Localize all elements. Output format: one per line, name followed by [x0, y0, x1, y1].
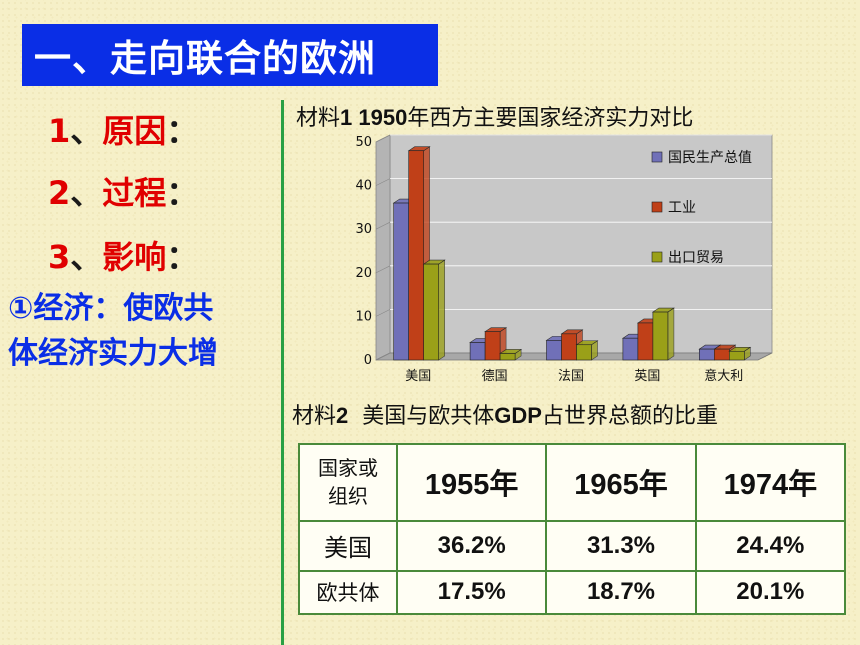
legend-label: 工业	[668, 200, 696, 216]
y-tick-label: 20	[355, 266, 372, 281]
outline-item-process: 2、过程：	[48, 168, 198, 214]
table-row: 欧共体 17.5% 18.7% 20.1%	[298, 569, 847, 616]
gridline-side	[375, 352, 391, 361]
bar	[637, 322, 654, 361]
x-tick-label: 英国	[634, 369, 660, 384]
bar	[423, 263, 439, 361]
table-row-label: 美国	[298, 519, 398, 572]
table-row-label: 欧共体	[298, 569, 398, 616]
divider-line	[281, 100, 284, 645]
legend-swatch	[651, 151, 663, 163]
bar	[728, 350, 745, 361]
table-year-header: 1965年	[545, 443, 697, 522]
table-cell: 31.3%	[545, 519, 697, 572]
bar	[652, 311, 669, 361]
effect-line-2: 体经济实力大增	[8, 336, 218, 371]
x-tick-label: 美国	[405, 369, 431, 384]
outline-separator: 、	[70, 174, 103, 212]
gridline-side	[375, 221, 391, 230]
gridline-side	[375, 134, 391, 143]
bar	[499, 353, 516, 361]
material-2-prefix: 材料	[292, 404, 337, 429]
table-cell: 20.1%	[694, 569, 847, 616]
outline-item-reason: 1、原因：	[48, 106, 198, 152]
outline-number: 2	[48, 174, 71, 212]
bar	[484, 331, 501, 361]
bar	[469, 342, 486, 361]
y-tick-label: 50	[355, 135, 372, 150]
corner-header-line-2: 组织	[328, 484, 368, 509]
legend-swatch	[651, 251, 663, 263]
outline-colon: ：	[166, 112, 199, 150]
bar	[698, 348, 715, 361]
outline-number: 1	[48, 112, 71, 150]
material-1-prefix: 材料	[296, 106, 341, 131]
bar-side	[667, 307, 675, 361]
y-tick-label: 40	[355, 179, 372, 194]
x-tick-label: 法国	[558, 369, 584, 384]
table-header-row: 国家或 组织 1955年 1965年 1974年	[298, 443, 847, 522]
outline-separator: 、	[70, 238, 103, 276]
y-tick-label: 0	[364, 353, 372, 368]
legend-label: 出口贸易	[668, 250, 724, 266]
outline-colon: ：	[166, 238, 199, 276]
outline-separator: 、	[70, 112, 103, 150]
material-2-number: 2	[336, 403, 349, 428]
material-1-number: 1 1950	[340, 105, 408, 130]
table-year-header: 1974年	[694, 443, 847, 522]
x-tick-label: 德国	[482, 369, 508, 384]
bar	[576, 344, 592, 361]
bar	[393, 202, 410, 361]
chart-back-wall	[389, 134, 773, 354]
x-tick-label: 意大利	[704, 368, 743, 384]
bar	[622, 337, 639, 361]
slide-title: 一、走向联合的欧洲	[22, 24, 438, 86]
table-year-header: 1955年	[395, 443, 548, 522]
bar	[561, 333, 577, 361]
outline-label: 原因	[102, 112, 167, 150]
material-1-text: 年西方主要国家经济实力对比	[407, 106, 694, 131]
table-cell: 18.7%	[545, 569, 697, 616]
outline-label: 影响	[102, 238, 167, 276]
material-2-gdp: GDP	[494, 403, 542, 428]
outline-label: 过程	[102, 174, 167, 212]
gdp-share-table: 国家或 组织 1955年 1965年 1974年 美国 36.2% 31.3% …	[298, 443, 847, 616]
material-2-text: 美国与欧共体	[348, 404, 495, 429]
material-1-caption: 材料1 1950年西方主要国家经济实力对比	[296, 100, 693, 132]
material-2-caption: 材料2 美国与欧共体GDP占世界总额的比重	[292, 398, 718, 430]
bar	[546, 340, 562, 361]
y-tick-label: 10	[355, 309, 372, 324]
legend-swatch	[651, 201, 663, 213]
bar-side	[438, 259, 445, 361]
gridline-side	[375, 265, 391, 274]
gridline-side	[375, 178, 391, 186]
table-cell: 17.5%	[395, 569, 548, 616]
table-cell: 24.4%	[694, 519, 847, 572]
outline-number: 3	[48, 238, 71, 276]
material-2-rest: 占世界总额的比重	[541, 404, 718, 429]
table-cell: 36.2%	[395, 519, 548, 572]
table-corner-header: 国家或 组织	[298, 443, 398, 522]
economic-effect-text: ①经济：使欧共 体经济实力大增	[8, 286, 280, 376]
outline-item-impact: 3、影响：	[48, 232, 198, 278]
corner-header-line-1: 国家或	[318, 456, 378, 481]
bar	[408, 150, 424, 361]
chart-side-wall	[375, 134, 391, 361]
outline-colon: ：	[166, 174, 199, 212]
bar	[713, 348, 730, 361]
y-tick-label: 30	[355, 222, 372, 237]
effect-line-1: ①经济：使欧共	[8, 291, 214, 326]
table-row: 美国 36.2% 31.3% 24.4%	[298, 519, 847, 572]
legend-label: 国民生产总值	[668, 150, 752, 166]
gridline-side	[375, 309, 391, 317]
